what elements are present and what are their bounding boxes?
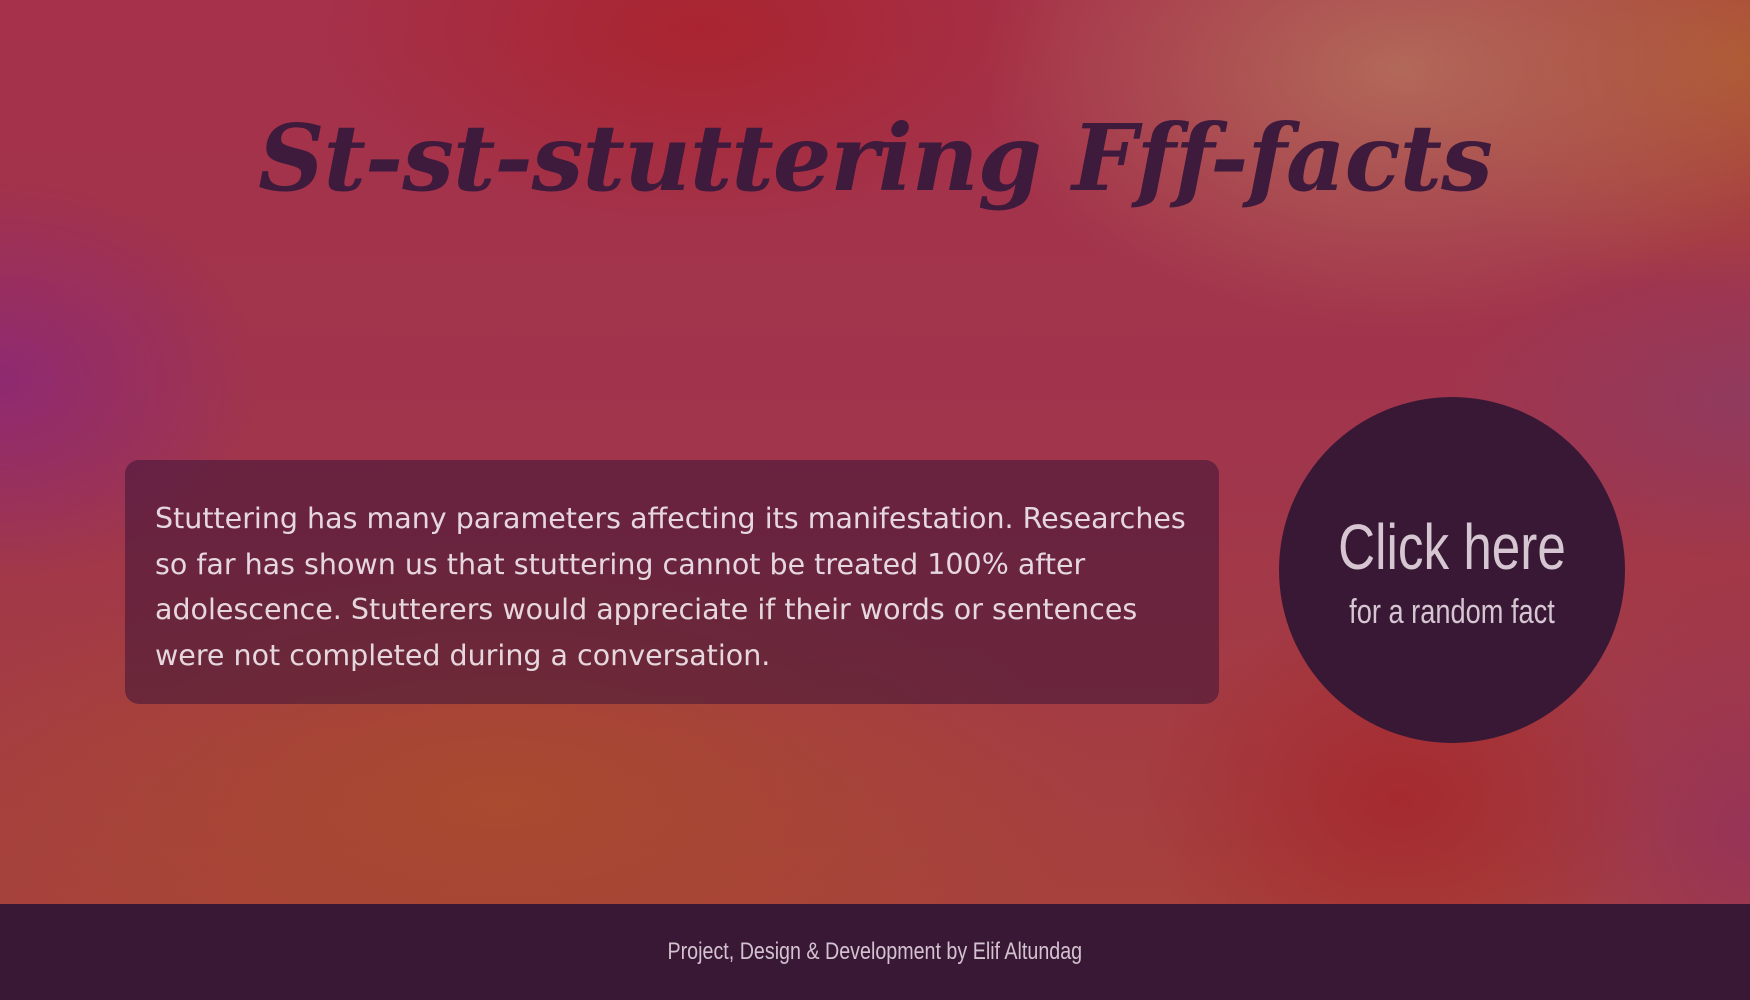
fact-text: Stuttering has many parameters affecting… — [155, 502, 1186, 672]
random-fact-button-sublabel: for a random fact — [1349, 593, 1555, 631]
random-fact-button[interactable]: Click here for a random fact — [1279, 397, 1625, 743]
page-title: St-st-stuttering Fff-facts — [258, 104, 1493, 212]
footer: Project, Design & Development by Elif Al… — [0, 904, 1750, 1000]
footer-credit: Project, Design & Development by Elif Al… — [667, 938, 1083, 965]
fact-card: Stuttering has many parameters affecting… — [125, 460, 1219, 704]
random-fact-button-label: Click here — [1338, 511, 1566, 583]
